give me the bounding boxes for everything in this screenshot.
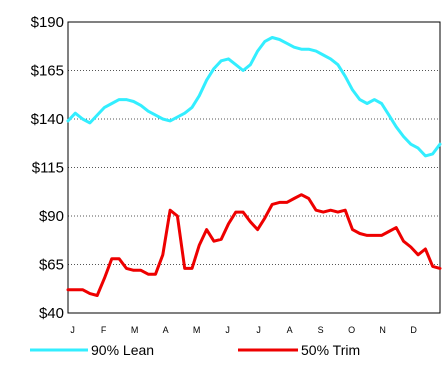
legend-label: 50% Trim (301, 342, 360, 358)
series-lines (66, 36, 442, 297)
gridlines (68, 70, 440, 265)
plot-area-frame (67, 21, 441, 314)
x-tick-label: O (348, 325, 355, 335)
x-tick-label: N (379, 325, 386, 335)
y-tick-label: $165 (31, 63, 64, 80)
legend-label: 90% Lean (91, 342, 154, 358)
x-tick-label: J (225, 325, 230, 335)
y-tick-label: $65 (39, 257, 64, 274)
x-tick-label: J (256, 325, 261, 335)
y-tick-label: $140 (31, 111, 64, 128)
x-tick-label: J (70, 325, 75, 335)
series-line-lean (66, 36, 442, 158)
y-tick-label: $190 (31, 14, 64, 31)
y-tick-label: $90 (39, 208, 64, 225)
series-line-trim (66, 193, 442, 297)
legend-item: 90% Lean (30, 342, 154, 358)
x-tick-label: D (410, 325, 417, 335)
x-tick-label: A (163, 325, 169, 335)
legend-item: 50% Trim (238, 342, 360, 358)
x-tick-label: S (318, 325, 324, 335)
x-tick-label: M (131, 325, 139, 335)
x-tick-label: A (287, 325, 293, 335)
x-tick-label: M (193, 325, 201, 335)
y-axis-tick-labels: $40 $65 $90 $115 $140 $165 $190 (31, 14, 64, 322)
y-tick-label: $115 (32, 160, 64, 177)
y-tick-label: $40 (39, 305, 64, 322)
x-tick-label: F (101, 325, 107, 335)
legend: 90% Lean 50% Trim (30, 342, 360, 358)
